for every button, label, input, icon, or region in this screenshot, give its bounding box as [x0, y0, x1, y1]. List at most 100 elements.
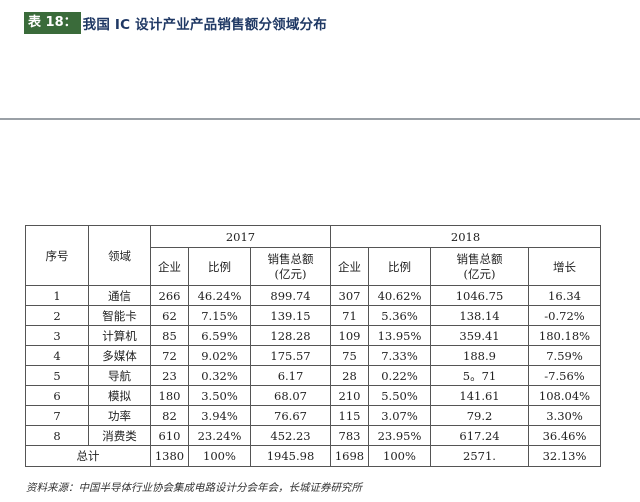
- cell-2017-sales: 6.17: [250, 365, 331, 386]
- sales-by-field-table: 序号 领域 2017 2018 企业 比例 销售总额 (亿元) 企业 比例 销售总…: [25, 225, 602, 467]
- cell-2017-companies: 62: [150, 305, 189, 326]
- cell-2017-sales: 68.07: [250, 385, 331, 406]
- cell-serial-no: 8: [25, 425, 89, 446]
- cell-2018-sales: 138.14: [430, 305, 529, 326]
- cell-2018-companies: 28: [330, 365, 369, 386]
- cell-2017-ratio: 23.24%: [188, 425, 251, 446]
- cell-2017-sales: 139.15: [250, 305, 331, 326]
- cell-2018-sales: 1046.75: [430, 285, 529, 306]
- cell-2018-sales: 188.9: [430, 345, 529, 366]
- cell-field: 模拟: [88, 385, 151, 406]
- cell-field: 导航: [88, 365, 151, 386]
- header-2018-companies: 企业: [330, 247, 369, 286]
- cell-2017-sales: 175.57: [250, 345, 331, 366]
- cell-serial-no: 6: [25, 385, 89, 406]
- cell-2018-sales: 359.41: [430, 325, 529, 346]
- cell-2017-ratio: 0.32%: [188, 365, 251, 386]
- header-2017-sales: 销售总额 (亿元): [250, 247, 331, 286]
- table-row-total: 总计 1380 100% 1945.98 1698 100% 2571. 32.…: [25, 445, 602, 467]
- cell-2018-ratio: 3.07%: [368, 405, 431, 426]
- header-2017-sales-unit: (亿元): [274, 266, 307, 281]
- header-year-2017: 2017: [150, 225, 331, 248]
- cell-2018-ratio: 0.22%: [368, 365, 431, 386]
- total-2017-ratio: 100%: [188, 445, 251, 467]
- header-field: 领域: [88, 225, 151, 286]
- cell-2017-ratio: 3.50%: [188, 385, 251, 406]
- header-growth: 增长: [527, 247, 602, 286]
- cell-growth: -0.72%: [527, 305, 602, 326]
- header-2017-ratio: 比例: [188, 247, 251, 286]
- total-growth: 32.13%: [527, 445, 602, 467]
- table-row: 7 功率 82 3.94% 76.67 115 3.07% 79.2 3.30%: [25, 405, 602, 426]
- table-title-row: 表 18： 我国 IC 设计产业产品销售额分领域分布: [24, 12, 327, 34]
- header-2018-sales-label: 销售总额: [456, 251, 503, 266]
- table-body: 1 通信 266 46.24% 899.74 307 40.62% 1046.75 16.34 2…: [25, 285, 602, 446]
- cell-growth: -7.56%: [527, 365, 602, 386]
- cell-growth: 16.34: [527, 285, 602, 306]
- total-2018-sales: 2571.: [430, 445, 529, 467]
- cell-2018-companies: 210: [330, 385, 369, 406]
- cell-2018-ratio: 5.50%: [368, 385, 431, 406]
- cell-2017-ratio: 46.24%: [188, 285, 251, 306]
- cell-field: 消费类: [88, 425, 151, 446]
- table-row: 2 智能卡 62 7.15% 139.15 71 5.36% 138.14 -0.72%: [25, 305, 602, 326]
- cell-serial-no: 7: [25, 405, 89, 426]
- cell-2018-companies: 109: [330, 325, 369, 346]
- cell-growth: 108.04%: [527, 385, 602, 406]
- cell-2018-companies: 71: [330, 305, 369, 326]
- table-row: 1 通信 266 46.24% 899.74 307 40.62% 1046.75 16.34: [25, 285, 602, 306]
- header-2018-sales: 销售总额 (亿元): [430, 247, 529, 286]
- cell-2018-companies: 115: [330, 405, 369, 426]
- cell-2018-sales: 617.24: [430, 425, 529, 446]
- cell-2018-ratio: 5.36%: [368, 305, 431, 326]
- cell-field: 通信: [88, 285, 151, 306]
- total-2017-sales: 1945.98: [250, 445, 331, 467]
- table-row: 8 消费类 610 23.24% 452.23 783 23.95% 617.24 36.46%: [25, 425, 602, 446]
- cell-2017-companies: 85: [150, 325, 189, 346]
- cell-serial-no: 2: [25, 305, 89, 326]
- cell-2018-sales: 5。71: [430, 365, 529, 386]
- table-number-tag: 表 18：: [24, 12, 81, 34]
- table-title: 我国 IC 设计产业产品销售额分领域分布: [82, 17, 327, 33]
- header-serial-no: 序号: [25, 225, 89, 286]
- cell-2017-ratio: 6.59%: [188, 325, 251, 346]
- cell-serial-no: 4: [25, 345, 89, 366]
- cell-2018-sales: 79.2: [430, 405, 529, 426]
- cell-2017-ratio: 9.02%: [188, 345, 251, 366]
- header-2017-sales-label: 销售总额: [267, 251, 314, 266]
- cell-2018-companies: 783: [330, 425, 369, 446]
- cell-2017-companies: 180: [150, 385, 189, 406]
- header-2017-companies: 企业: [150, 247, 189, 286]
- cell-2017-ratio: 7.15%: [188, 305, 251, 326]
- cell-2017-companies: 72: [150, 345, 189, 366]
- cell-serial-no: 3: [25, 325, 89, 346]
- source-note: 资料来源：中国半导体行业协会集成电路设计分会年会，长城证券研究所: [26, 482, 362, 494]
- total-2017-companies: 1380: [150, 445, 189, 467]
- cell-2017-companies: 82: [150, 405, 189, 426]
- cell-2017-companies: 610: [150, 425, 189, 446]
- cell-2018-ratio: 23.95%: [368, 425, 431, 446]
- table-row: 4 多媒体 72 9.02% 175.57 75 7.33% 188.9 7.59%: [25, 345, 602, 366]
- header-year-2018: 2018: [329, 225, 602, 248]
- cell-2018-companies: 307: [330, 285, 369, 306]
- cell-field: 智能卡: [88, 305, 151, 326]
- cell-2017-sales: 128.28: [250, 325, 331, 346]
- cell-2017-sales: 76.67: [250, 405, 331, 426]
- cell-2017-companies: 23: [150, 365, 189, 386]
- cell-growth: 3.30%: [527, 405, 602, 426]
- total-label: 总计: [25, 445, 151, 467]
- cell-field: 计算机: [88, 325, 151, 346]
- cell-field: 功率: [88, 405, 151, 426]
- cell-2017-companies: 266: [150, 285, 189, 306]
- header-2018-ratio: 比例: [368, 247, 431, 286]
- cell-2018-ratio: 7.33%: [368, 345, 431, 366]
- total-2018-ratio: 100%: [368, 445, 431, 467]
- cell-growth: 7.59%: [527, 345, 602, 366]
- cell-2018-ratio: 40.62%: [368, 285, 431, 306]
- cell-growth: 36.46%: [527, 425, 602, 446]
- cell-2017-sales: 452.23: [250, 425, 331, 446]
- cell-field: 多媒体: [88, 345, 151, 366]
- table-row: 3 计算机 85 6.59% 128.28 109 13.95% 359.41 180.18%: [25, 325, 602, 346]
- total-2018-companies: 1698: [330, 445, 369, 467]
- cell-2017-sales: 899.74: [250, 285, 331, 306]
